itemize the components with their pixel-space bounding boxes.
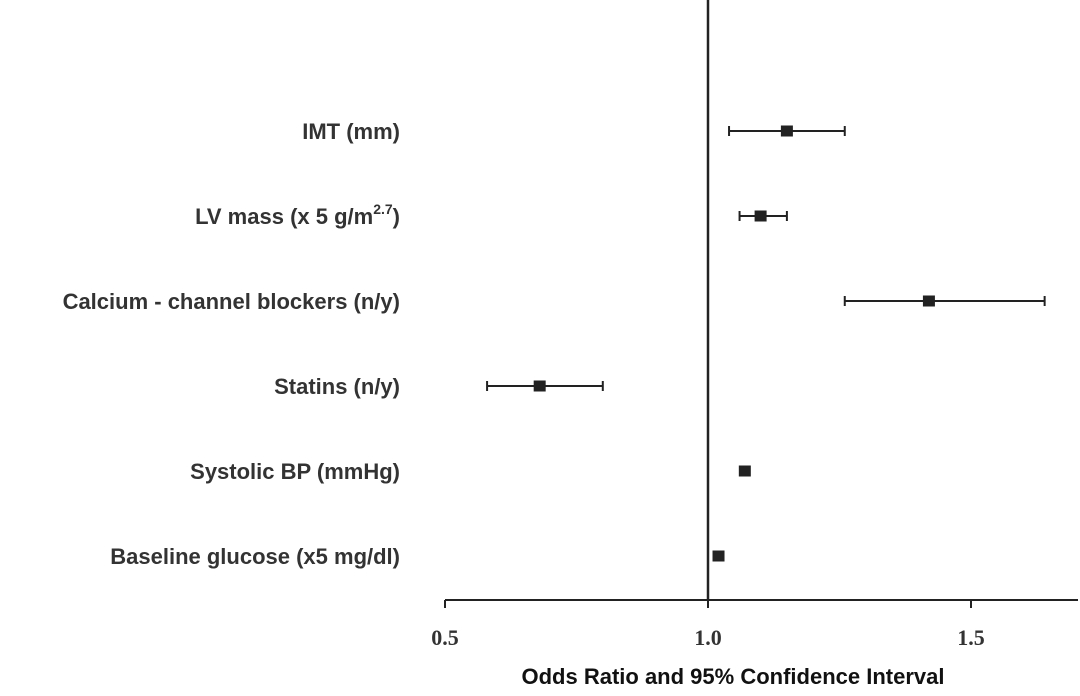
category-label-text: Baseline glucose (x5 mg/dl) bbox=[110, 544, 400, 569]
category-label: Baseline glucose (x5 mg/dl) bbox=[110, 544, 400, 569]
category-label-text: Calcium - channel blockers (n/y) bbox=[63, 289, 400, 314]
category-label-text: Statins (n/y) bbox=[274, 374, 400, 399]
or-marker bbox=[922, 295, 935, 307]
x-axis-title: Odds Ratio and 95% Confidence Interval bbox=[522, 664, 945, 689]
category-label: Calcium - channel blockers (n/y) bbox=[63, 289, 400, 314]
category-label-text: LV mass (x 5 g/m bbox=[195, 204, 373, 229]
category-label-superscript: 2.7 bbox=[373, 201, 393, 217]
category-label: Systolic BP (mmHg) bbox=[190, 459, 400, 484]
or-marker bbox=[533, 380, 546, 392]
category-label-text: IMT (mm) bbox=[302, 119, 400, 144]
category-label: IMT (mm) bbox=[302, 119, 400, 144]
or-marker bbox=[754, 210, 767, 222]
category-label-tail: ) bbox=[393, 204, 400, 229]
category-label: LV mass (x 5 g/m2.7) bbox=[195, 201, 400, 229]
or-marker bbox=[712, 550, 725, 562]
x-tick-label: 0.5 bbox=[431, 625, 459, 650]
or-marker bbox=[780, 125, 793, 137]
x-tick-label: 1.5 bbox=[957, 625, 985, 650]
x-tick-label: 1.0 bbox=[694, 625, 722, 650]
category-label: Statins (n/y) bbox=[274, 374, 400, 399]
or-marker bbox=[738, 465, 751, 477]
category-label-text: Systolic BP (mmHg) bbox=[190, 459, 400, 484]
